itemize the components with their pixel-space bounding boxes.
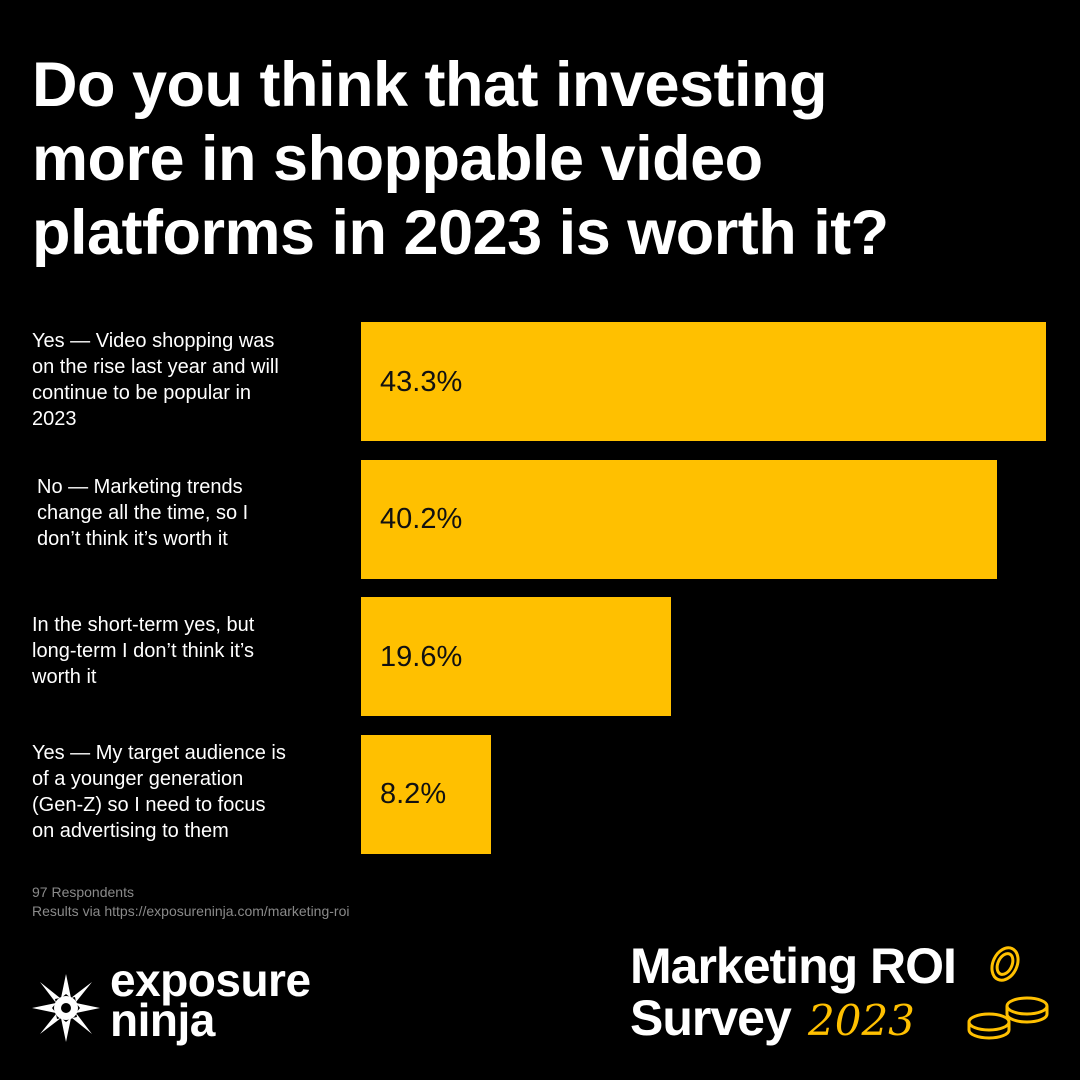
category-label-3: In the short-term yes, but long-term I do…	[32, 612, 347, 690]
bar-value-label-1: 43.3%	[380, 365, 463, 398]
bar-2	[361, 459, 997, 579]
survey-title-line-2: Survey	[630, 990, 792, 1046]
bar-3	[361, 597, 671, 716]
survey-title-line-1: Marketing ROI	[630, 938, 957, 994]
category-label-4-line-3: (Gen-Z) so I need to focus	[32, 794, 266, 816]
category-label-2: No — Marketing trends change all the time…	[37, 474, 352, 552]
category-label-1-line-2: on the rise last year and will	[32, 356, 279, 378]
category-label-1-line-4: 2023	[32, 408, 77, 430]
logo-word-exposure: exposure	[110, 954, 311, 1006]
category-label-3-line-2: long-term I don’t think it’s	[32, 640, 254, 662]
bar-value-label-4: 8.2%	[380, 778, 447, 810]
category-label-3-line-1: In the short-term yes, but	[32, 614, 255, 636]
bar-1	[361, 322, 1046, 441]
survey-badge: Marketing ROI Survey 2023	[630, 938, 1060, 1048]
category-label-2-line-2: change all the time, so I	[37, 502, 249, 524]
bar-value-label-2: 40.2%	[380, 503, 463, 535]
logo-wordmark: exposure ninja	[110, 954, 311, 1046]
category-label-1-line-1: Yes — Video shopping was	[32, 330, 275, 352]
category-label-4-line-2: of a younger generation	[32, 768, 244, 790]
coins-icon	[967, 946, 1049, 1040]
category-label-1: Yes — Video shopping was on the rise last…	[32, 328, 347, 432]
chart-title: Do you think that investing more in shop…	[32, 48, 1052, 270]
category-label-2-line-1: No — Marketing trends	[37, 476, 243, 498]
title-line-3: platforms in 2023 is worth it?	[32, 198, 889, 268]
exposure-ninja-logo: exposure ninja	[30, 954, 360, 1050]
logo-word-ninja: ninja	[110, 994, 215, 1046]
category-label-2-line-3: don’t think it’s worth it	[37, 528, 228, 550]
footnote: 97 Respondents Results via https://expos…	[32, 883, 349, 921]
results-source: Results via https://exposureninja.com/ma…	[32, 903, 350, 919]
ninja-star-icon	[32, 974, 100, 1042]
title-line-2: more in shoppable video	[32, 124, 763, 194]
category-label-4-line-4: on advertising to them	[32, 820, 229, 842]
survey-year: 2023	[808, 996, 915, 1045]
title-line-1: Do you think that investing	[32, 50, 828, 120]
category-label-4: Yes — My target audience is of a younger …	[32, 740, 347, 844]
category-label-4-line-1: Yes — My target audience is	[32, 742, 286, 764]
bar-4	[361, 734, 491, 854]
category-label-1-line-3: continue to be popular in	[32, 382, 252, 404]
respondents-count: 97 Respondents	[32, 884, 134, 900]
category-label-3-line-3: worth it	[32, 666, 97, 688]
bar-value-label-3: 19.6%	[380, 640, 463, 673]
